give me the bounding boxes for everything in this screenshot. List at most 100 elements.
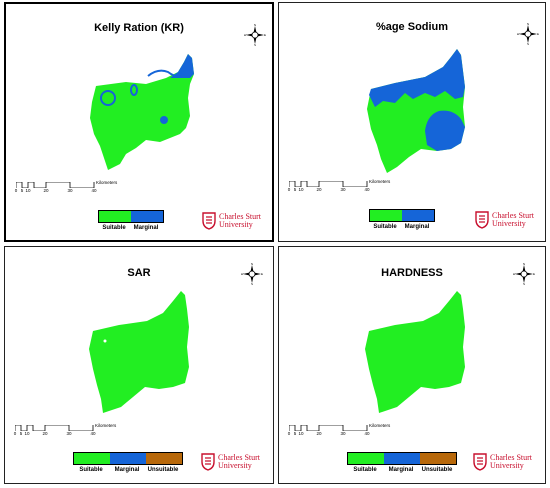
scale-tick: 10 (298, 187, 304, 192)
compass-w: W (517, 32, 520, 36)
kelly-ratio-map (90, 54, 194, 170)
scale-bar: 0 5 10 20 30 40 Kilometers (288, 179, 409, 193)
compass-e: E (264, 33, 266, 37)
legend-suitable: Suitable (102, 225, 126, 231)
compass-w: W (513, 272, 516, 276)
logo-line-1: Charles Sturt (492, 211, 534, 220)
scale-tick: 0 (13, 431, 17, 436)
compass-n: N (527, 23, 529, 26)
north-arrow-compass-icon: N E W S (517, 22, 539, 46)
map-title: Kelly Ration (KR) (94, 22, 184, 34)
legend-marginal: Marginal (114, 467, 140, 473)
legend-marginal: Marginal (404, 224, 430, 230)
university-logo: Charles Sturt University (475, 211, 534, 229)
legend: Suitable Marginal Unsuitable (347, 452, 457, 473)
scale-tick: 20 (316, 187, 322, 192)
logo-line-2: University (219, 220, 253, 229)
legend-swatch-suitable (348, 453, 384, 464)
map-panel-sar: SAR N E W S 0 5 10 20 30 40 Kilometers S… (4, 246, 274, 484)
map-title: HARDNESS (381, 267, 443, 279)
compass-s: S (527, 42, 529, 45)
compass-n: N (251, 263, 253, 266)
sodium-map (367, 49, 465, 173)
map-panel-kelly-ratio: Kelly Ration (KR) N E W S 0 5 10 20 30 4… (4, 2, 274, 242)
logo-line-1: Charles Sturt (219, 212, 261, 221)
logo-line-1: Charles Sturt (490, 453, 532, 462)
scale-tick: 40 (364, 431, 370, 436)
map-title: SAR (127, 267, 151, 279)
scale-bar: 0 5 10 20 30 40 Kilometers (13, 423, 135, 437)
scale-tick: 20 (316, 431, 322, 436)
logo-line-2: University (218, 461, 252, 470)
compass-e: E (261, 272, 263, 276)
legend-swatch-unsuitable (420, 453, 456, 464)
university-logo: Charles Sturt University (202, 212, 261, 230)
suitable-zone (365, 291, 465, 413)
scale-tick: 10 (24, 431, 30, 436)
sar-map (89, 291, 189, 413)
scale-tick: 30 (67, 188, 73, 193)
scale-tick: 20 (42, 431, 48, 436)
north-arrow-compass-icon: N E W S (244, 23, 266, 47)
charles-sturt-crest-icon (473, 453, 487, 471)
marginal-zone (160, 116, 168, 124)
legend-swatch-suitable (99, 211, 131, 222)
scale-tick: 30 (340, 187, 346, 192)
compass-n: N (254, 24, 256, 27)
scale-tick: 10 (25, 188, 31, 193)
compass-s: S (523, 282, 525, 285)
compass-w: W (241, 272, 244, 276)
north-arrow-compass-icon: N E W S (241, 262, 263, 286)
legend-swatch-marginal (131, 211, 163, 222)
marginal-zone (369, 49, 465, 107)
scale-tick: 30 (340, 431, 346, 436)
legend-swatch-unsuitable (146, 453, 182, 464)
scale-unit: Kilometers (369, 179, 391, 184)
scale-unit: Kilometers (96, 180, 118, 185)
scale-unit: Kilometers (95, 423, 117, 428)
legend-swatch-suitable (370, 210, 402, 221)
scale-unit: Kilometers (369, 423, 391, 428)
north-arrow-compass-icon: N E W S (513, 262, 535, 286)
charles-sturt-crest-icon (475, 211, 489, 229)
university-logo: Charles Sturt University (473, 453, 532, 471)
scale-tick: 0 (14, 188, 18, 193)
legend-suitable: Suitable (373, 224, 397, 230)
legend: Suitable Marginal (98, 210, 164, 231)
map-title: %age Sodium (375, 21, 449, 33)
legend: Suitable Marginal Unsuitable (73, 452, 183, 473)
marginal-zone (170, 54, 194, 78)
scale-tick: 30 (66, 431, 72, 436)
scale-tick: 5 (293, 187, 297, 192)
map-panel-hardness: HARDNESS N E W S 0 5 10 20 30 40 Kilomet… (278, 246, 546, 484)
compass-w: W (244, 33, 247, 37)
legend-marginal: Marginal (388, 467, 414, 473)
charles-sturt-crest-icon (202, 212, 216, 230)
legend-swatch-marginal (384, 453, 420, 464)
scale-tick: 0 (287, 431, 291, 436)
legend-suitable: Suitable (353, 467, 377, 473)
legend-unsuitable: Unsuitable (147, 467, 179, 473)
university-logo: Charles Sturt University (201, 453, 260, 471)
marginal-zone (130, 84, 138, 96)
logo-line-1: Charles Sturt (218, 453, 260, 462)
legend-suitable: Suitable (79, 467, 103, 473)
scale-tick: 10 (298, 431, 304, 436)
suitable-zone (89, 291, 189, 413)
scale-tick: 5 (19, 431, 23, 436)
scale-tick: 40 (364, 187, 370, 192)
logo-line-2: University (490, 461, 524, 470)
marginal-zone (100, 90, 116, 106)
logo-line-2: University (492, 219, 526, 228)
charles-sturt-crest-icon (201, 453, 215, 471)
legend-swatch-marginal (110, 453, 146, 464)
legend-swatch-suitable (74, 453, 110, 464)
legend-unsuitable: Unsuitable (421, 467, 453, 473)
compass-s: S (254, 43, 256, 46)
scale-bar: 0 5 10 20 30 40 Kilometers (287, 423, 409, 437)
scale-tick: 20 (43, 188, 49, 193)
compass-e: E (537, 32, 539, 36)
suitable-zone (90, 54, 194, 170)
legend-marginal: Marginal (133, 225, 159, 231)
legend-swatch-marginal (402, 210, 434, 221)
